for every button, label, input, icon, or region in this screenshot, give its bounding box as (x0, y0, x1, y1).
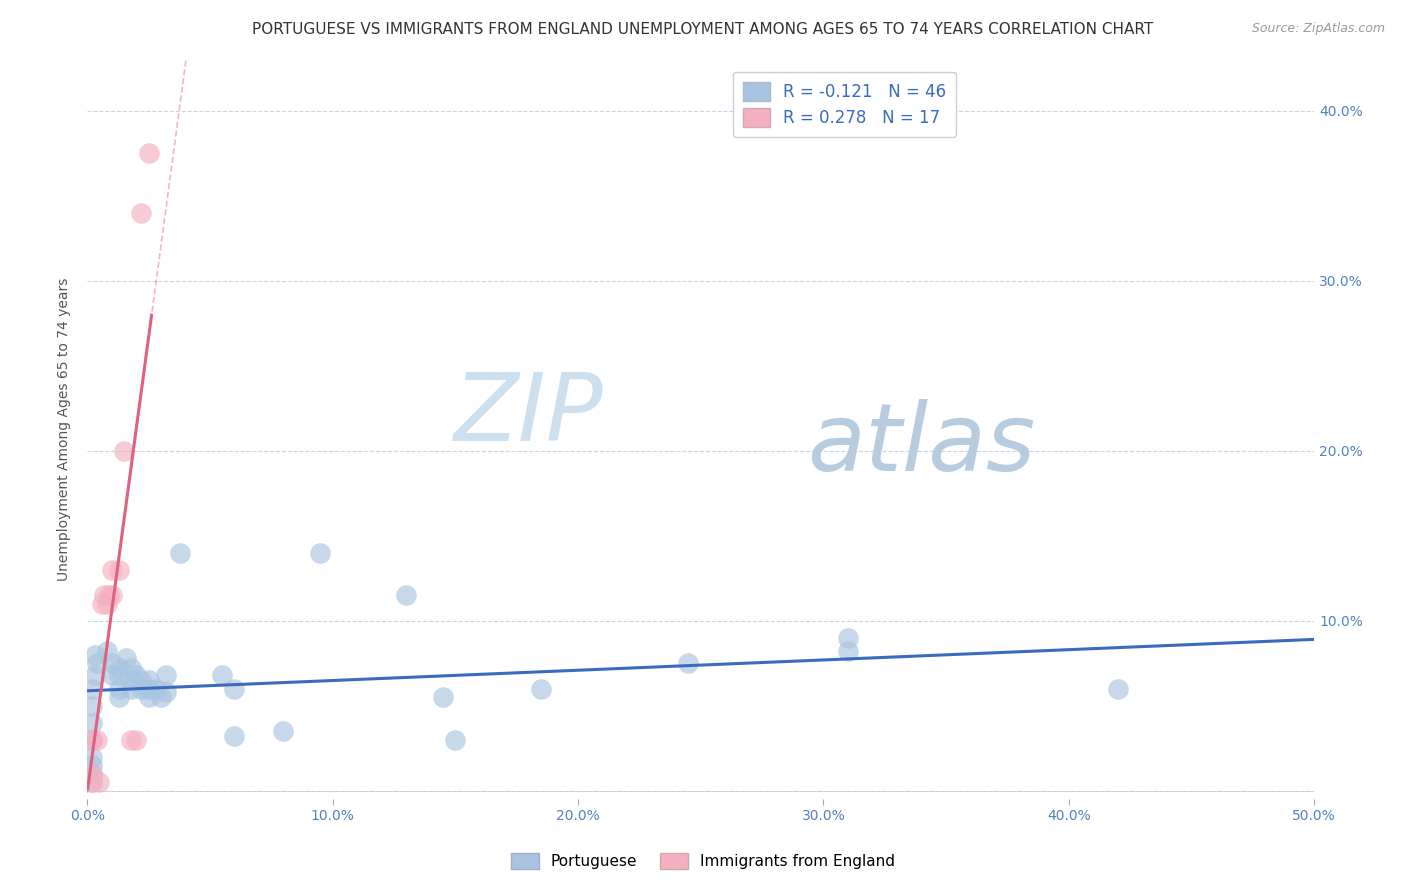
Text: ZIP: ZIP (453, 369, 603, 460)
Point (138, 146, 160, 161)
Point (80, 775, 103, 789)
Point (80, 681, 103, 696)
Point (93, 588, 115, 602)
Text: atlas: atlas (807, 399, 1036, 490)
Point (224, 681, 246, 696)
Point (96, 644, 118, 658)
Point (108, 668, 131, 682)
Point (678, 656, 700, 670)
Point (120, 661, 142, 675)
Point (89, 775, 111, 789)
Point (125, 668, 148, 682)
Point (211, 668, 233, 682)
Point (80, 775, 103, 789)
Point (80, 732, 103, 747)
Point (108, 681, 131, 696)
Point (125, 732, 148, 747)
Point (80, 758, 103, 772)
Point (120, 673, 142, 687)
Point (273, 724, 295, 739)
Point (80, 749, 103, 764)
Point (100, 563, 122, 577)
Point (120, 681, 142, 696)
Point (432, 690, 454, 704)
Point (80, 766, 103, 780)
Legend: Portuguese, Immigrants from England: Portuguese, Immigrants from England (505, 847, 901, 875)
Point (129, 205, 152, 219)
Point (138, 673, 160, 687)
Legend: R = -0.121   N = 46, R = 0.278   N = 17: R = -0.121 N = 46, R = 0.278 N = 17 (733, 71, 956, 136)
Point (100, 656, 122, 670)
Point (145, 681, 167, 696)
Point (80, 715, 103, 730)
Point (224, 729, 246, 743)
Point (309, 545, 332, 559)
Point (98, 588, 121, 602)
Point (80, 732, 103, 747)
Point (149, 690, 172, 704)
Point (129, 681, 152, 696)
Point (138, 690, 160, 704)
Point (155, 685, 177, 699)
Point (129, 673, 152, 687)
Text: Source: ZipAtlas.com: Source: ZipAtlas.com (1251, 22, 1385, 36)
Point (80, 698, 103, 713)
Point (83, 648, 105, 662)
Point (1107, 681, 1129, 696)
Point (108, 690, 131, 704)
Point (83, 668, 105, 682)
Point (138, 681, 160, 696)
Point (100, 668, 122, 682)
Point (530, 681, 553, 696)
Point (115, 651, 138, 665)
Point (444, 732, 467, 747)
Point (96, 597, 118, 611)
Point (120, 732, 142, 747)
Point (80, 766, 103, 780)
Point (169, 545, 191, 559)
Point (837, 644, 859, 658)
Text: PORTUGUESE VS IMMIGRANTS FROM ENGLAND UNEMPLOYMENT AMONG AGES 65 TO 74 YEARS COR: PORTUGUESE VS IMMIGRANTS FROM ENGLAND UN… (252, 22, 1154, 37)
Point (112, 443, 135, 458)
Point (837, 631, 859, 645)
Point (108, 661, 131, 675)
Point (155, 668, 177, 682)
Point (108, 563, 131, 577)
Point (100, 588, 122, 602)
Point (395, 588, 418, 602)
Point (86, 732, 108, 747)
Y-axis label: Unemployment Among Ages 65 to 74 years: Unemployment Among Ages 65 to 74 years (58, 277, 72, 581)
Point (86, 656, 108, 670)
Point (90, 597, 112, 611)
